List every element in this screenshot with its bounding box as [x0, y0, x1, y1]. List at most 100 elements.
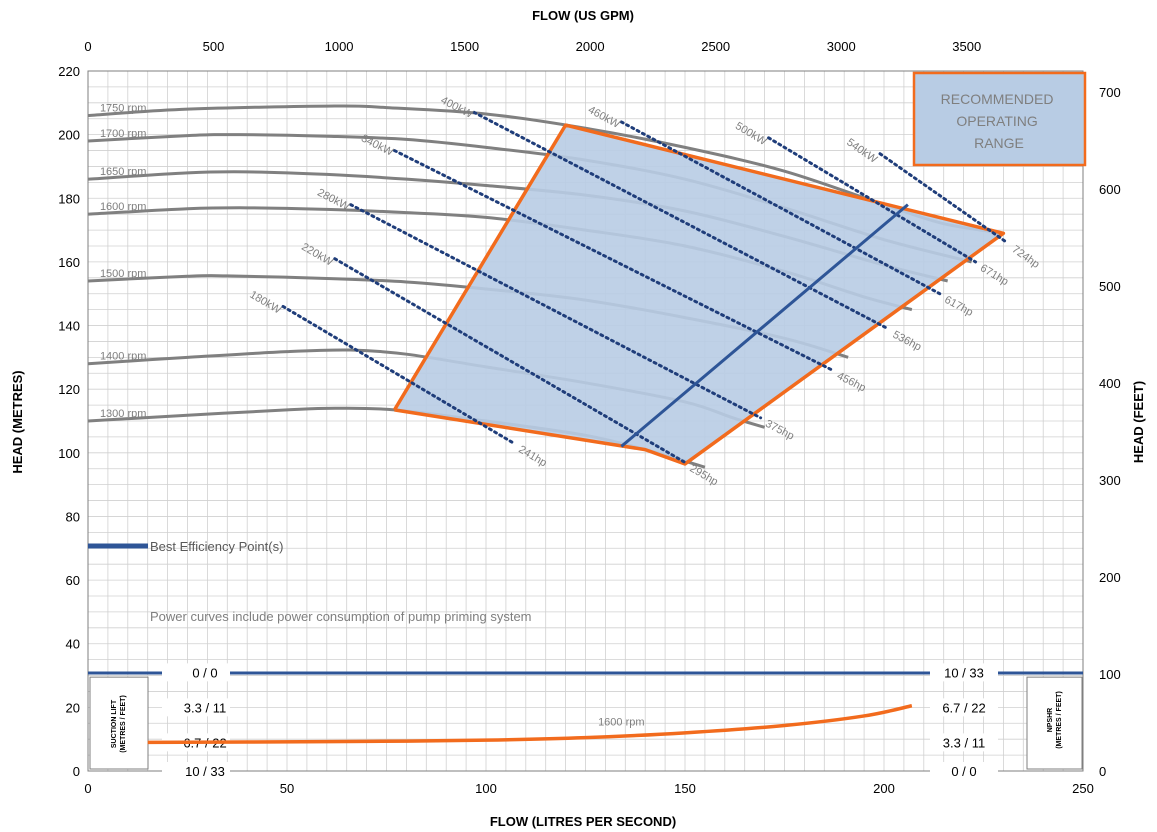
recommended-range-box: RECOMMENDED OPERATING RANGE — [912, 71, 1087, 167]
npshr-scale-label: 6.7 / 22 — [942, 700, 985, 715]
y-tick-label: 40 — [66, 637, 80, 652]
y-tick-label: 120 — [58, 382, 80, 397]
x-tick-label: 100 — [475, 781, 497, 796]
power-curve — [392, 149, 834, 372]
power-kw-label: 220kW — [299, 241, 335, 269]
x2-tick-label: 3000 — [827, 39, 856, 54]
x-axis-title: FLOW (LITRES PER SECOND) — [490, 814, 676, 829]
suction-lift-title: SUCTION LIFT (METRES / FEET) — [111, 695, 127, 753]
y2-tick-label: 500 — [1099, 279, 1121, 294]
power-kw-label: 540kW — [844, 136, 879, 166]
y-tick-label: 80 — [66, 509, 80, 524]
x2-tick-label: 0 — [84, 39, 91, 54]
y-tick-label: 220 — [58, 64, 80, 79]
y-tick-label: 60 — [66, 573, 80, 588]
bep-line — [620, 203, 909, 448]
y-tick-label: 200 — [58, 128, 80, 143]
power-hp-label: 375hp — [763, 418, 796, 443]
power-curves-note: Power curves include power consumption o… — [150, 609, 532, 624]
npshr-scale-label: 0 / 0 — [951, 764, 976, 779]
power-hp-label: 241hp — [516, 444, 548, 470]
power-curve — [349, 203, 763, 420]
x-tick-label: 0 — [84, 781, 91, 796]
rpm-label: 1600 rpm — [100, 201, 146, 213]
axes: 0 50 100 150 200 2500204060801001201401601802… — [58, 39, 1120, 796]
y-tick-label: 160 — [58, 255, 80, 270]
suction-lift-box — [89, 676, 149, 770]
power-curve — [472, 110, 890, 331]
npshr-curve-label: 1600 rpm — [598, 717, 644, 729]
y2-tick-label: 200 — [1099, 570, 1121, 585]
npshr-title-line: (METRES / FEET) — [1056, 691, 1063, 749]
power-curve — [333, 257, 687, 464]
npshr-title-line: NPSHR — [1047, 708, 1054, 733]
recommended-range-line-1: RECOMMENDED — [941, 91, 1054, 107]
suction-lift-scale-label: 3.3 / 11 — [184, 700, 226, 715]
npshr-label-bg — [930, 733, 998, 752]
power-kw-label: 180kW — [247, 289, 283, 317]
x-tick-label: 50 — [280, 781, 294, 796]
npshr-label-bg — [930, 663, 998, 682]
y-axis-title: HEAD (METRES) — [10, 370, 25, 473]
legend-label-bep: Best Efficiency Point(s) — [150, 539, 283, 554]
y-tick-label: 180 — [58, 191, 80, 206]
power-kw-label: 400kW — [439, 94, 475, 121]
region-fill — [394, 125, 1004, 464]
x2-tick-label: 1500 — [450, 39, 479, 54]
recommended-range-line-3: RANGE — [974, 135, 1024, 151]
y2-tick-label: 300 — [1099, 473, 1121, 488]
power-curve — [619, 120, 942, 296]
rpm-label: 1300 rpm — [100, 408, 146, 420]
power-kw-label: 460kW — [586, 104, 622, 131]
suction-lift-scale-label: 10 / 33 — [185, 764, 225, 779]
y2-axis-title: HEAD (FEET) — [1131, 381, 1146, 463]
x2-tick-label: 2000 — [576, 39, 605, 54]
rpm-label: 1500 rpm — [100, 268, 146, 280]
region-edge — [392, 123, 1006, 466]
rpm-label: 1700 rpm — [100, 128, 146, 140]
power-hp-label: 617hp — [942, 294, 975, 319]
y-tick-label: 0 — [73, 764, 80, 779]
recommended-operating-region — [392, 123, 1006, 466]
npshr-scale-label: 3.3 / 11 — [943, 735, 985, 750]
x-tick-label: 250 — [1072, 781, 1094, 796]
suction-lift-label-bg — [162, 698, 230, 717]
x2-axis-title: FLOW (US GPM) — [532, 8, 634, 23]
recommended-range-label: RECOMMENDED OPERATING RANGE — [941, 91, 1058, 151]
y-tick-label: 100 — [58, 446, 80, 461]
recommended-range-line-2: OPERATING — [956, 113, 1037, 129]
power-hp-label: 536hp — [891, 329, 924, 354]
x2-tick-label: 1000 — [325, 39, 354, 54]
suction-lift-title-line: SUCTION LIFT — [111, 699, 118, 748]
npshr-panel: SUCTION LIFT (METRES / FEET) NPSHR (METRES … — [88, 663, 1083, 780]
npshr-scale-label: 10 / 33 — [944, 665, 984, 680]
x2-tick-label: 500 — [203, 39, 225, 54]
power-hp-label: 724hp — [1010, 243, 1042, 270]
suction-lift-scale-label: 0 / 0 — [192, 665, 217, 680]
x-tick-label: 200 — [873, 781, 895, 796]
rpm-label: 1750 rpm — [100, 103, 146, 115]
suction-lift-label-bg — [162, 663, 230, 682]
rpm-label: 1400 rpm — [100, 351, 146, 363]
y2-tick-label: 100 — [1099, 667, 1121, 682]
npshr-title: NPSHR (METRES / FEET) — [1047, 691, 1063, 749]
y-tick-label: 20 — [66, 700, 80, 715]
y2-tick-label: 700 — [1099, 85, 1121, 100]
best-efficiency-line — [620, 203, 909, 448]
suction-lift-label-bg — [162, 762, 230, 780]
npshr-curve — [147, 704, 913, 745]
y-tick-label: 140 — [58, 319, 80, 334]
npshr-box — [1026, 676, 1083, 770]
legend: Best Efficiency Point(s) — [88, 539, 283, 554]
power-curve — [767, 136, 978, 264]
power-curve — [281, 304, 516, 445]
y2-tick-label: 400 — [1099, 376, 1121, 391]
y2-tick-label: 600 — [1099, 182, 1121, 197]
x2-tick-label: 2500 — [701, 39, 730, 54]
power-curve — [878, 152, 1009, 245]
power-hp-label: 671hp — [978, 262, 1010, 288]
suction-lift-title-line: (METRES / FEET) — [120, 695, 127, 753]
rpm-label: 1650 rpm — [100, 166, 146, 178]
npshr-label-bg — [930, 698, 998, 717]
